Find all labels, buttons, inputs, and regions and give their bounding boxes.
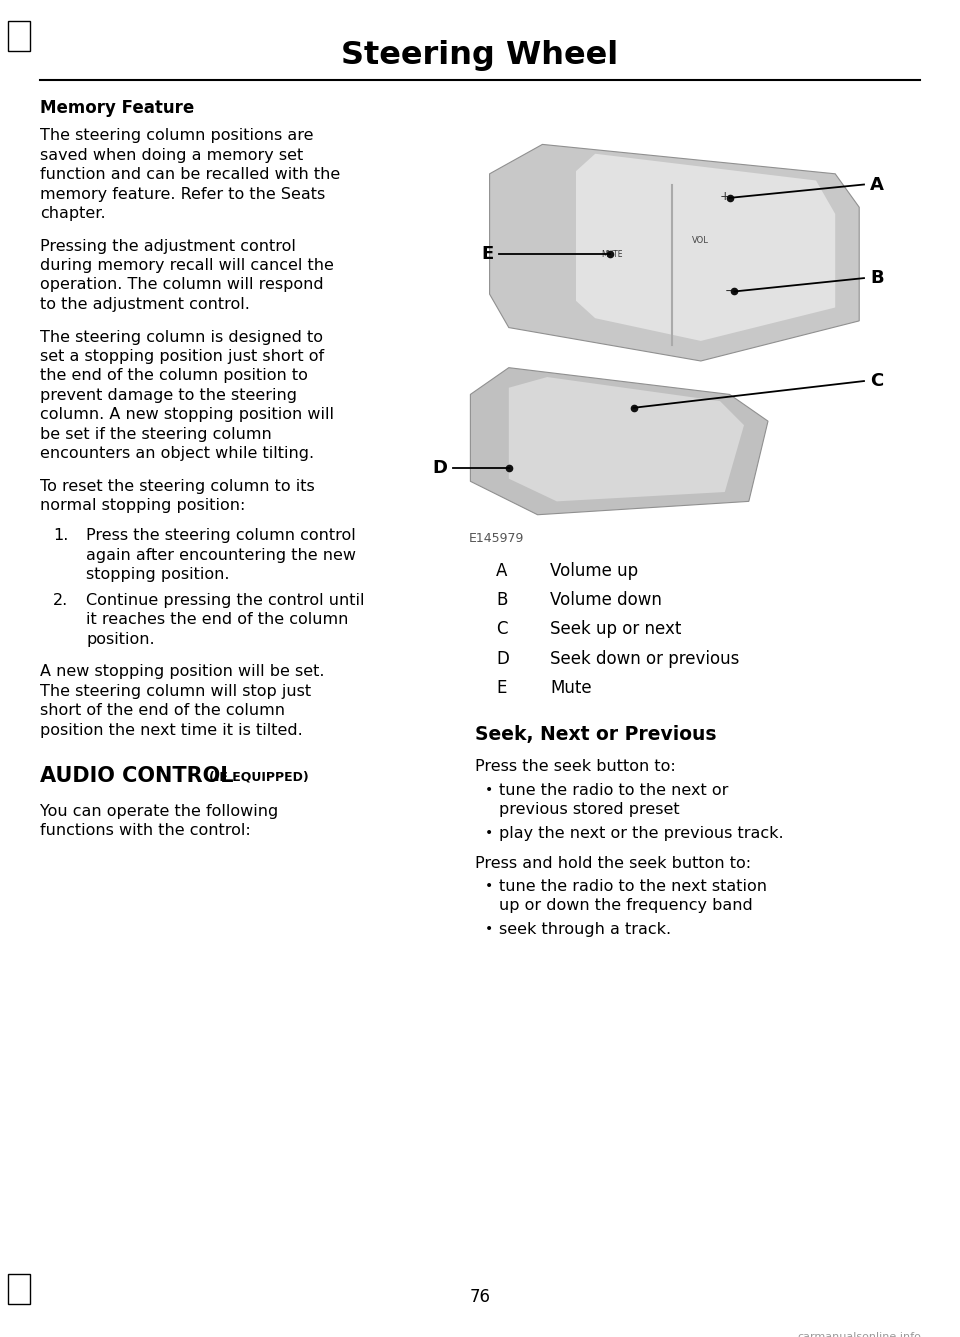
Text: +: +	[719, 190, 731, 203]
Text: D: D	[432, 459, 447, 477]
Text: operation. The column will respond: operation. The column will respond	[40, 278, 324, 293]
Text: Continue pressing the control until: Continue pressing the control until	[86, 594, 365, 608]
Text: Seek, Next or Previous: Seek, Next or Previous	[475, 725, 717, 743]
Polygon shape	[576, 154, 835, 341]
Text: Mute: Mute	[550, 679, 591, 697]
Text: play the next or the previous track.: play the next or the previous track.	[499, 825, 783, 841]
Text: Seek down or previous: Seek down or previous	[550, 650, 739, 667]
Text: B: B	[496, 591, 508, 608]
Text: up or down the frequency band: up or down the frequency band	[499, 898, 753, 913]
Text: 76: 76	[469, 1288, 491, 1305]
Bar	[8, 21, 30, 51]
Text: seek through a track.: seek through a track.	[499, 921, 671, 937]
Text: be set if the steering column: be set if the steering column	[40, 427, 272, 441]
Text: •: •	[485, 825, 493, 840]
Text: Steering Wheel: Steering Wheel	[342, 40, 618, 71]
Text: A new stopping position will be set.: A new stopping position will be set.	[40, 664, 324, 679]
Text: tune the radio to the next or: tune the radio to the next or	[499, 782, 729, 798]
Text: chapter.: chapter.	[40, 206, 106, 221]
Polygon shape	[509, 377, 744, 501]
Text: functions with the control:: functions with the control:	[40, 824, 252, 838]
Text: Pressing the adjustment control: Pressing the adjustment control	[40, 239, 297, 254]
Polygon shape	[490, 144, 859, 361]
Text: previous stored preset: previous stored preset	[499, 802, 680, 817]
Text: stopping position.: stopping position.	[86, 567, 229, 582]
Text: prevent damage to the steering: prevent damage to the steering	[40, 388, 298, 402]
Text: Press the seek button to:: Press the seek button to:	[475, 759, 676, 774]
Text: tune the radio to the next station: tune the radio to the next station	[499, 878, 767, 894]
Text: 1.: 1.	[53, 528, 68, 543]
Text: encounters an object while tilting.: encounters an object while tilting.	[40, 447, 315, 461]
Text: it reaches the end of the column: it reaches the end of the column	[86, 612, 348, 627]
Text: during memory recall will cancel the: during memory recall will cancel the	[40, 258, 334, 273]
Text: A: A	[870, 175, 884, 194]
Text: E: E	[496, 679, 507, 697]
Text: 2.: 2.	[53, 594, 68, 608]
Text: E: E	[481, 245, 493, 263]
Text: (IF EQUIPPED): (IF EQUIPPED)	[209, 770, 309, 783]
Text: You can operate the following: You can operate the following	[40, 804, 278, 818]
Text: column. A new stopping position will: column. A new stopping position will	[40, 408, 334, 422]
Text: MUTE: MUTE	[601, 250, 622, 258]
Text: Press the steering column control: Press the steering column control	[86, 528, 356, 543]
Text: again after encountering the new: again after encountering the new	[86, 548, 356, 563]
Text: D: D	[496, 650, 509, 667]
Text: Volume down: Volume down	[550, 591, 662, 608]
Text: to the adjustment control.: to the adjustment control.	[40, 297, 251, 312]
Text: normal stopping position:: normal stopping position:	[40, 499, 246, 513]
Text: C: C	[496, 620, 508, 638]
Text: •: •	[485, 878, 493, 893]
Text: •: •	[485, 921, 493, 936]
Text: position the next time it is tilted.: position the next time it is tilted.	[40, 723, 303, 738]
Text: Volume up: Volume up	[550, 562, 638, 579]
Text: function and can be recalled with the: function and can be recalled with the	[40, 167, 341, 182]
Text: •: •	[485, 782, 493, 797]
Text: Press and hold the seek button to:: Press and hold the seek button to:	[475, 856, 752, 870]
Text: carmanualsonline.info: carmanualsonline.info	[798, 1332, 922, 1337]
Text: position.: position.	[86, 632, 155, 647]
Text: The steering column is designed to: The steering column is designed to	[40, 330, 324, 345]
Text: saved when doing a memory set: saved when doing a memory set	[40, 148, 303, 163]
Polygon shape	[470, 368, 768, 515]
Text: The steering column positions are: The steering column positions are	[40, 128, 314, 143]
Text: memory feature. Refer to the Seats: memory feature. Refer to the Seats	[40, 186, 325, 202]
Text: A: A	[496, 562, 508, 579]
Text: VOL: VOL	[692, 237, 709, 245]
Text: The steering column will stop just: The steering column will stop just	[40, 685, 311, 699]
Text: AUDIO CONTROL: AUDIO CONTROL	[40, 766, 234, 786]
Text: C: C	[870, 372, 883, 390]
Text: set a stopping position just short of: set a stopping position just short of	[40, 349, 324, 364]
Text: Seek up or next: Seek up or next	[550, 620, 682, 638]
Text: −: −	[725, 285, 734, 298]
Text: To reset the steering column to its: To reset the steering column to its	[40, 479, 315, 493]
Text: B: B	[870, 269, 883, 287]
Text: E145979: E145979	[468, 532, 524, 545]
Bar	[8, 1274, 30, 1304]
Text: the end of the column position to: the end of the column position to	[40, 369, 308, 384]
Text: short of the end of the column: short of the end of the column	[40, 703, 285, 718]
Text: Memory Feature: Memory Feature	[40, 99, 195, 116]
